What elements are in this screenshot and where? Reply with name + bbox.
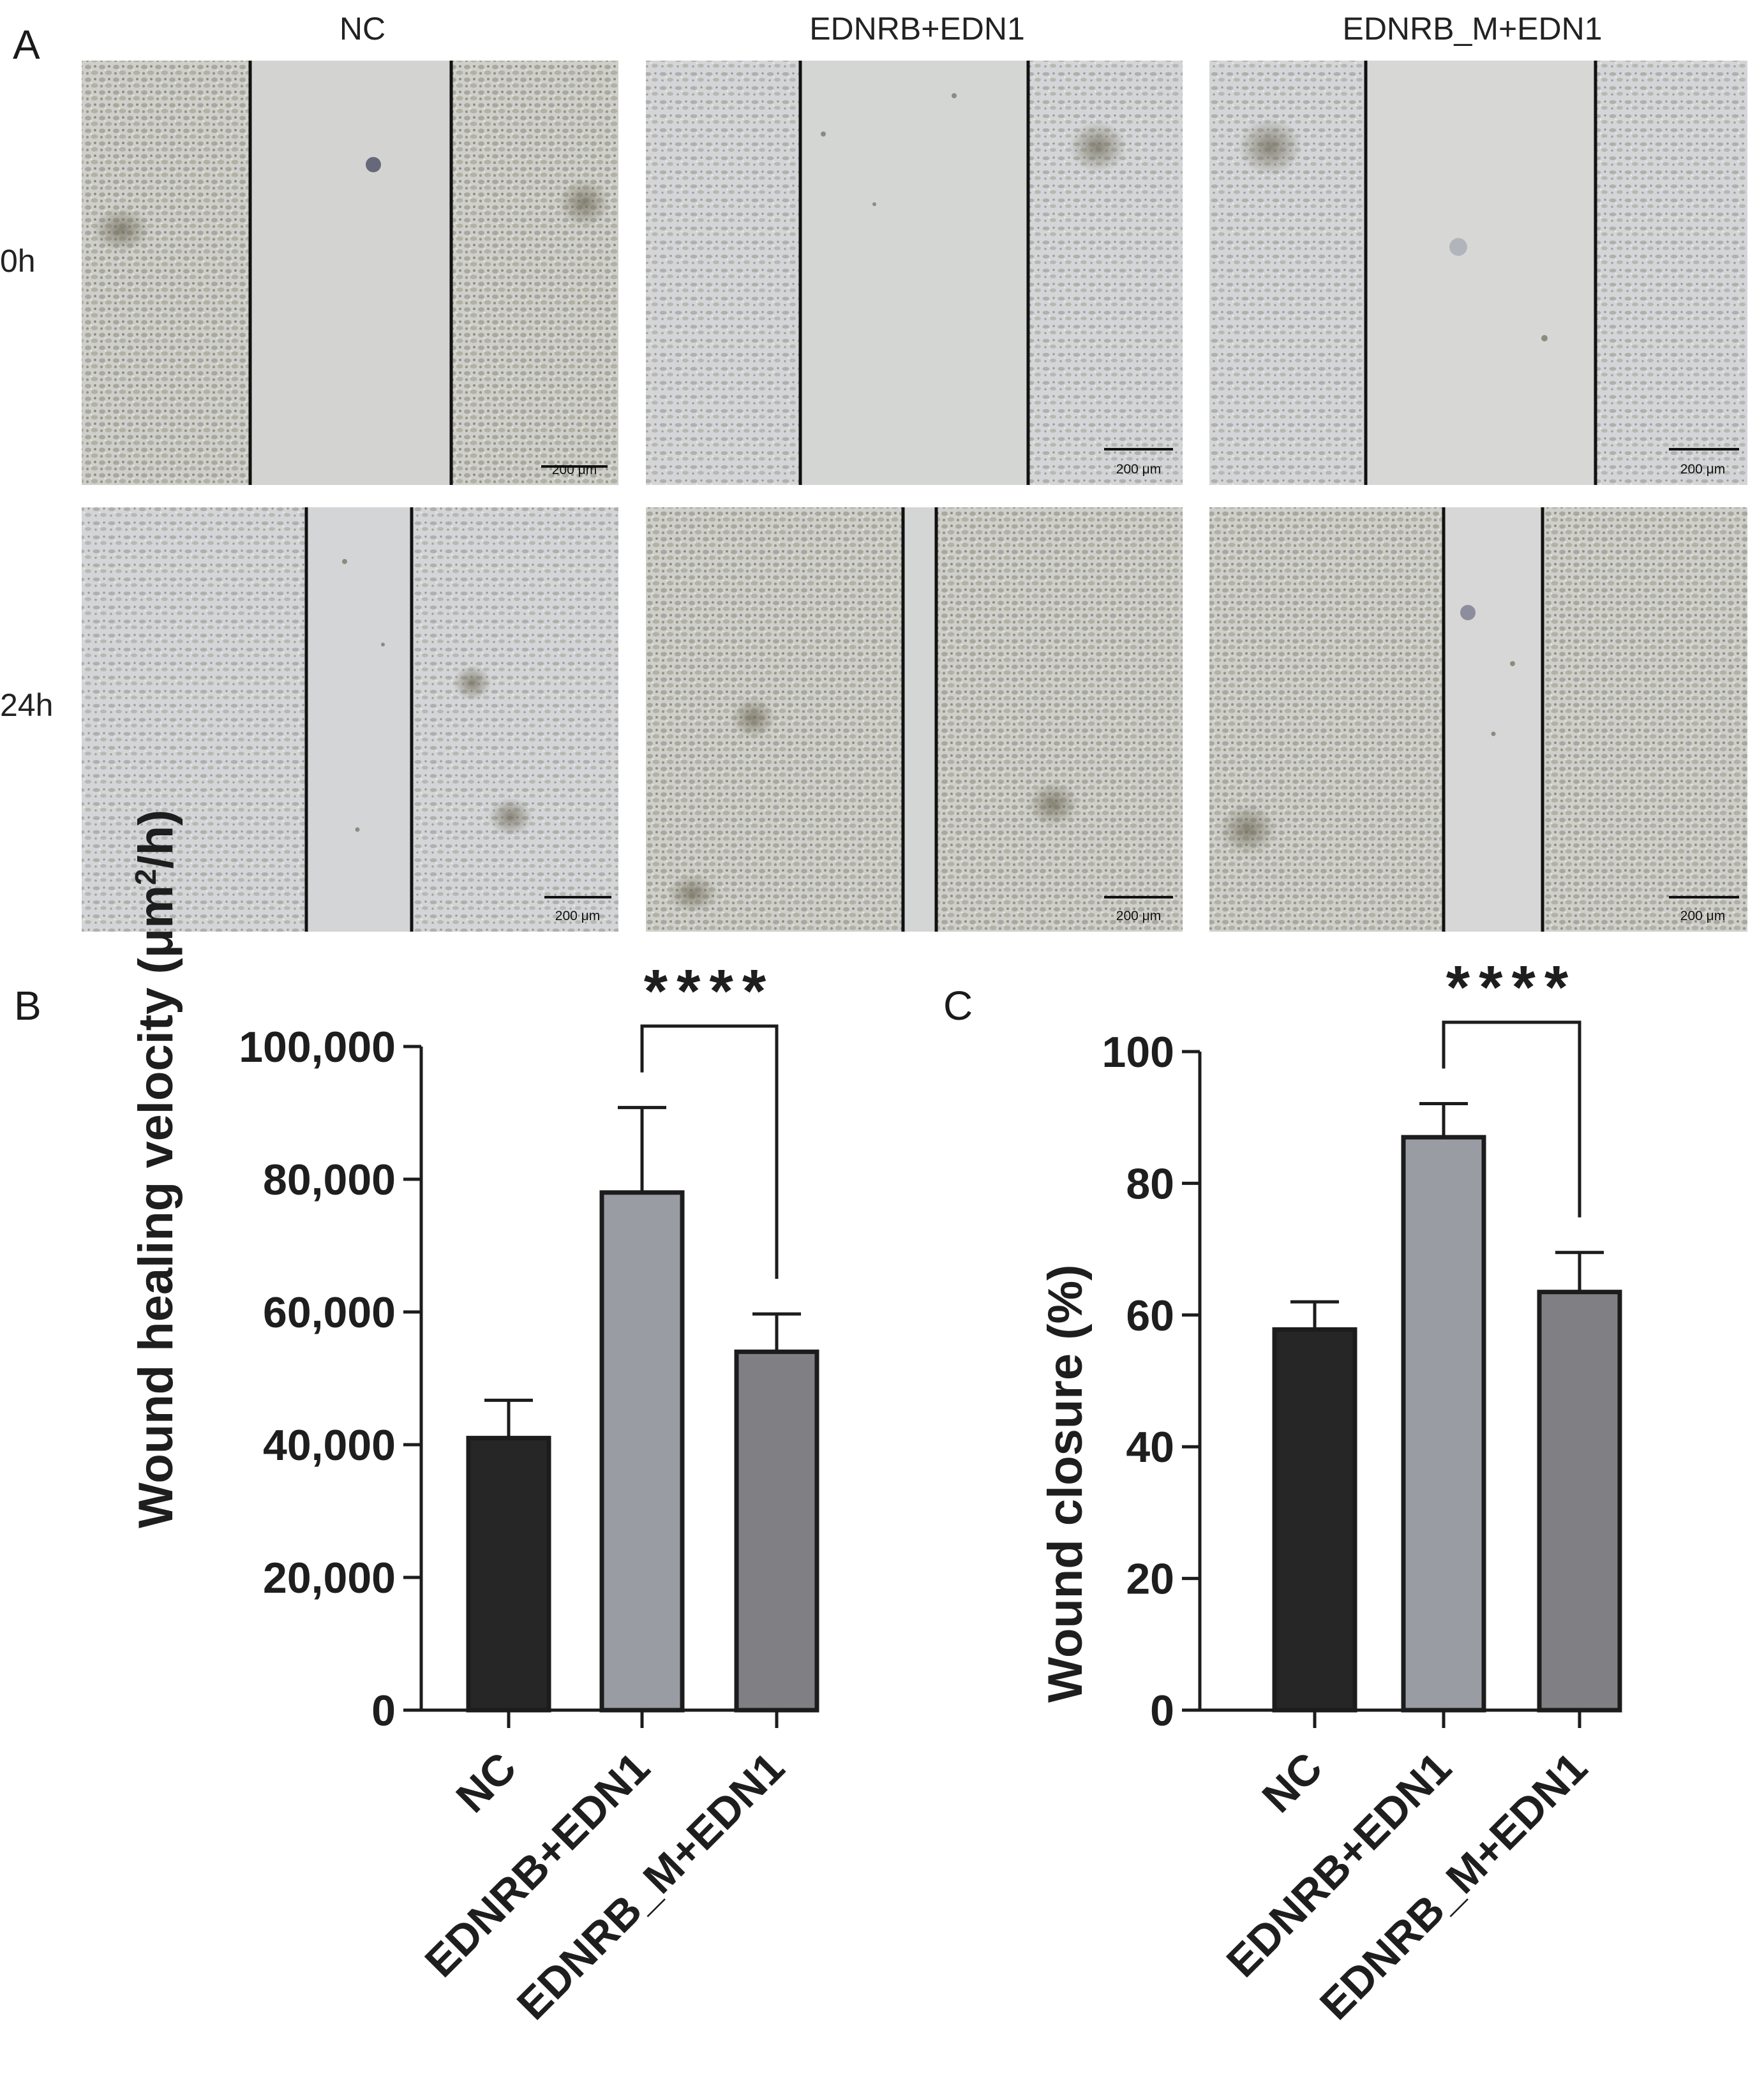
- y-tick-label: 100,000: [239, 1023, 396, 1071]
- micrograph-nc-0h: 200 μm: [82, 61, 618, 485]
- significance-label: ****: [644, 957, 775, 1025]
- significance-bracket: [1442, 1020, 1581, 1218]
- micrograph-ednrb-m-edn1-24h: 200 μm: [1209, 507, 1747, 932]
- x-tick-label: EDNRB+EDN1: [416, 1743, 659, 1986]
- panel-label-b: B: [14, 983, 41, 1029]
- x-tick-label: NC: [447, 1743, 525, 1822]
- y-tick-label: 0: [1150, 1687, 1174, 1735]
- panel-c: C Wound closure (%) 020406080100NCEDNRB+…: [943, 953, 1622, 2029]
- y-tick-label: 80,000: [263, 1156, 396, 1204]
- chart-b-plot-area: 0 20,000 40,000 60,000 80,000 100,000 NCEDNRB+…: [239, 957, 819, 2029]
- panel-label-a: A: [13, 22, 40, 68]
- y-tick-label: 20,000: [263, 1554, 396, 1602]
- scale-bar-label: 200 μm: [552, 463, 597, 477]
- micrograph-nc-24h: 200 μm: [82, 507, 618, 932]
- column-header-ednrb-m-edn1: EDNRB_M+EDN1: [1342, 11, 1602, 47]
- y-axis-label-b: Wound healing velocity (μm2/h): [129, 810, 183, 1528]
- bar: [734, 1349, 819, 1713]
- y-tick-label: 0: [371, 1687, 396, 1735]
- y-tick-label: 60,000: [263, 1288, 396, 1337]
- scale-bar-label: 200 μm: [555, 909, 600, 923]
- bar: [1272, 1327, 1357, 1713]
- panel-a: A NC EDNRB+EDN1 EDNRB_M+EDN1 0h 24h 200 …: [0, 11, 1747, 932]
- y-tick-label: 40: [1126, 1423, 1174, 1471]
- y-tick-label: 100: [1102, 1028, 1174, 1077]
- column-header-ednrb-edn1: EDNRB+EDN1: [809, 11, 1025, 47]
- y-tick-label: 60: [1126, 1292, 1174, 1340]
- significance-bracket: [640, 1024, 779, 1279]
- y-tick-label: 40,000: [263, 1421, 396, 1470]
- column-header-nc: NC: [340, 11, 385, 47]
- row-label-24h: 24h: [0, 687, 53, 723]
- scale-bar-label: 200 μm: [1116, 462, 1161, 477]
- micrograph-ednrb-edn1-24h: 200 μm: [646, 507, 1183, 932]
- x-tick-label: NC: [1253, 1743, 1331, 1822]
- scale-bar-label: 200 μm: [1680, 462, 1725, 477]
- y-axis-label-c: Wound closure (%): [1038, 1265, 1093, 1703]
- significance-label: ****: [1446, 953, 1577, 1022]
- y-tick-label: 80: [1126, 1159, 1174, 1208]
- scale-bar-label: 200 μm: [1116, 909, 1161, 923]
- panel-b: B Wound healing velocity (μm2/h) 0 20,000…: [14, 810, 819, 2029]
- row-label-0h: 0h: [0, 243, 36, 279]
- scale-bar-label: 200 μm: [1680, 909, 1725, 923]
- y-tick-label: 20: [1126, 1555, 1174, 1604]
- x-tick-label: EDNRB_M+EDN1: [508, 1743, 794, 2029]
- bar: [1401, 1135, 1486, 1713]
- x-tick-label: EDNRB_M+EDN1: [1311, 1743, 1597, 2029]
- micrograph-ednrb-m-edn1-0h: 200 μm: [1209, 61, 1747, 485]
- micrograph-ednrb-edn1-0h: 200 μm: [646, 61, 1183, 485]
- bar: [466, 1436, 551, 1713]
- bar: [599, 1190, 685, 1713]
- panel-label-c: C: [943, 983, 973, 1029]
- bar: [1537, 1290, 1622, 1713]
